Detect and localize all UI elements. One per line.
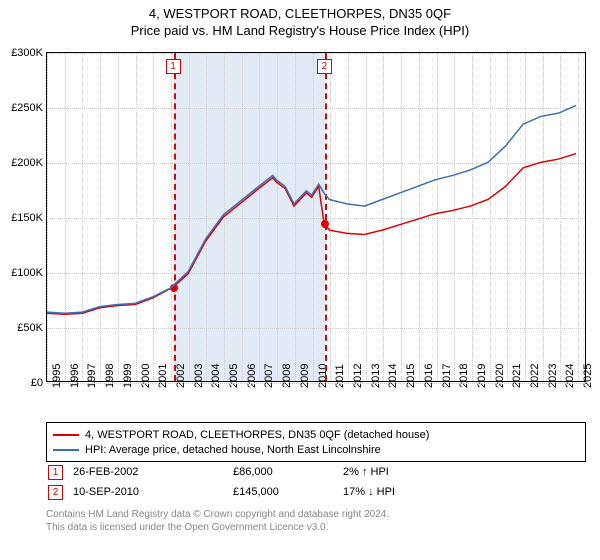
event-price: £86,000 — [233, 466, 333, 478]
y-tick-label: £50K — [3, 322, 43, 334]
footer-attribution: Contains HM Land Registry data © Crown c… — [46, 508, 586, 534]
legend-swatch — [53, 434, 79, 436]
y-tick-label: £300K — [3, 47, 43, 59]
series-line — [47, 105, 576, 313]
y-tick-label: £150K — [3, 212, 43, 224]
event-row: 1 26-FEB-2002 £86,000 2% ↑ HPI — [46, 462, 586, 482]
legend-swatch — [53, 449, 79, 451]
chart-title: 4, WESTPORT ROAD, CLEETHORPES, DN35 0QF — [0, 6, 600, 21]
event-number: 1 — [48, 465, 63, 480]
event-number: 2 — [48, 485, 63, 500]
y-tick-label: £200K — [3, 157, 43, 169]
footer-line2: This data is licensed under the Open Gov… — [46, 521, 586, 534]
event-diff: 2% ↑ HPI — [343, 466, 586, 478]
y-tick-label: £100K — [3, 267, 43, 279]
y-tick-label: £0 — [3, 377, 43, 389]
event-price: £145,000 — [233, 486, 333, 498]
legend-item: HPI: Average price, detached house, Nort… — [53, 442, 579, 457]
gridline-h — [47, 383, 585, 384]
footer-line1: Contains HM Land Registry data © Crown c… — [46, 508, 586, 521]
legend-label: HPI: Average price, detached house, Nort… — [85, 444, 381, 456]
events-table: 1 26-FEB-2002 £86,000 2% ↑ HPI 2 10-SEP-2010 £… — [46, 462, 586, 502]
legend-box: 4, WESTPORT ROAD, CLEETHORPES, DN35 0QF … — [46, 422, 586, 462]
y-tick-label: £250K — [3, 102, 43, 114]
chart-plot-area: 1995199619971998199920002001200220032004… — [46, 52, 586, 382]
series-line — [47, 154, 576, 315]
event-date: 10-SEP-2010 — [73, 486, 223, 498]
legend-item: 4, WESTPORT ROAD, CLEETHORPES, DN35 0QF … — [53, 427, 579, 442]
series-svg — [47, 53, 585, 381]
event-diff: 17% ↓ HPI — [343, 486, 586, 498]
event-row: 2 10-SEP-2010 £145,000 17% ↓ HPI — [46, 482, 586, 502]
chart-subtitle: Price paid vs. HM Land Registry's House … — [0, 23, 600, 38]
legend-label: 4, WESTPORT ROAD, CLEETHORPES, DN35 0QF … — [85, 429, 429, 441]
event-date: 26-FEB-2002 — [73, 466, 223, 478]
